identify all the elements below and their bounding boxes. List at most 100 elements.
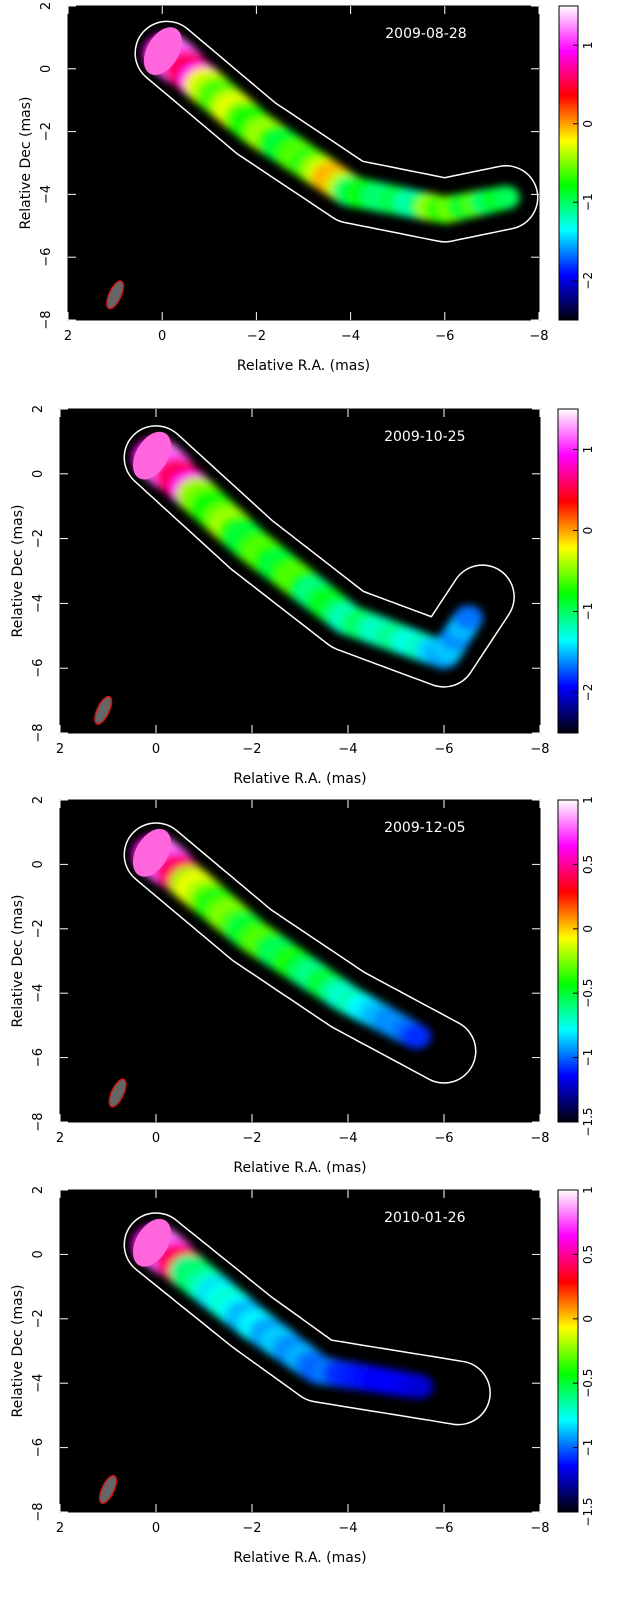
core-blob xyxy=(143,27,182,75)
plot-frame xyxy=(59,799,541,1123)
y-axis-title: Relative Dec (mas) xyxy=(10,895,26,1028)
colorbar-gradient xyxy=(557,1189,579,1513)
epoch-date-label: 2009-12-05 xyxy=(384,820,465,836)
colorbar-tick-label: −1.5 xyxy=(581,1107,595,1136)
y-tick-label: 2 xyxy=(39,2,54,10)
epoch-date-label: 2009-08-28 xyxy=(385,26,466,42)
y-tick-label: −2 xyxy=(31,919,46,938)
colorbar-tick-label: −0.5 xyxy=(581,979,595,1008)
x-tick-label: 2 xyxy=(56,742,64,757)
x-axis-title: Relative R.A. (mas) xyxy=(237,358,370,374)
colorbar-tick-label: 0 xyxy=(581,527,595,535)
colorbar-tick-label: 1 xyxy=(581,446,595,454)
colorbar-tick-label: 0.5 xyxy=(581,1245,595,1264)
x-tick-label: −8 xyxy=(529,329,548,344)
emission-blob xyxy=(401,1023,432,1049)
x-tick-label: −4 xyxy=(338,742,357,757)
colorbar-tick-label: −1.5 xyxy=(581,1497,595,1526)
colorbar-3: −1.5 −1 −0.5 0 0.5 1 xyxy=(557,796,595,1137)
y-tick-label: −6 xyxy=(31,1438,46,1457)
x-tick-label: 0 xyxy=(152,742,160,757)
jet-emission xyxy=(134,20,539,243)
beam-ellipse xyxy=(105,280,125,310)
epoch-date-label: 2010-01-26 xyxy=(384,1210,465,1226)
emission-blob xyxy=(453,605,484,631)
core-blob xyxy=(133,1218,172,1267)
map-panel-1: 2009-08-28 2 0 −2 −4 −6 −8 −8 −6 −4 −2 0 2 Relative R… xyxy=(18,2,549,374)
emission-blobs xyxy=(132,834,432,1049)
core-blob xyxy=(133,828,171,877)
x-tick-label: −8 xyxy=(530,1521,549,1536)
y-tick-label: 2 xyxy=(31,405,46,413)
y-tick-label: −8 xyxy=(31,723,46,742)
x-tick-label: −2 xyxy=(242,1521,261,1536)
colorbar-tick-label: −1 xyxy=(581,1049,595,1067)
colorbar-gradient xyxy=(557,799,579,1123)
colorbar-tick-label: −0.5 xyxy=(581,1369,595,1398)
x-tick-label: −2 xyxy=(242,742,261,757)
colorbar-tick-label: 1 xyxy=(581,1186,595,1194)
y-tick-label: −2 xyxy=(31,1309,46,1328)
x-tick-label: −2 xyxy=(242,1131,261,1146)
epoch-date-label: 2009-10-25 xyxy=(384,429,465,445)
x-axis-title: Relative R.A. (mas) xyxy=(233,1550,366,1566)
x-tick-label: −4 xyxy=(338,1131,357,1146)
x-axis-title: Relative R.A. (mas) xyxy=(233,771,366,787)
y-tick-label: 0 xyxy=(31,860,46,868)
emission-blob xyxy=(403,1373,434,1399)
y-tick-label: −4 xyxy=(31,594,46,613)
x-tick-label: −6 xyxy=(435,329,454,344)
x-tick-label: −6 xyxy=(434,1131,453,1146)
map-panel-2: 2009-10-25 2 0 −2 −4 −6 −8 −8 −6 −4 −2 0 2 Relative R… xyxy=(10,405,550,787)
colorbar-tick-label: −1 xyxy=(581,1439,595,1457)
y-tick-label: 0 xyxy=(31,1250,46,1258)
y-tick-label: −8 xyxy=(31,1502,46,1521)
x-tick-label: 2 xyxy=(56,1131,64,1146)
colorbar-gradient xyxy=(557,408,579,734)
map-panel-3: 2009-12-05 2 0 −2 −4 −6 −8 −8 −6 −4 −2 0 2 Relative R… xyxy=(10,796,550,1176)
y-tick-label: −6 xyxy=(31,659,46,678)
colorbar-gradient xyxy=(558,5,579,321)
beam-ellipse xyxy=(98,1474,118,1505)
colorbar-tick-label: 0 xyxy=(581,925,595,933)
x-tick-label: −4 xyxy=(341,329,360,344)
colorbar-tick-label: 0.5 xyxy=(581,855,595,874)
x-tick-label: −8 xyxy=(530,742,549,757)
jet-emission xyxy=(123,822,477,1084)
jet-emission xyxy=(123,425,515,688)
x-tick-label: −6 xyxy=(434,1521,453,1536)
y-axis-title: Relative Dec (mas) xyxy=(10,505,26,638)
x-tick-label: −8 xyxy=(530,1131,549,1146)
x-tick-label: −4 xyxy=(338,1521,357,1536)
y-tick-label: −8 xyxy=(39,310,54,329)
y-tick-label: −8 xyxy=(31,1112,46,1131)
colorbar-tick-label: 1 xyxy=(581,41,595,49)
y-tick-label: −2 xyxy=(31,529,46,548)
x-tick-label: 2 xyxy=(56,1521,64,1536)
emission-blob xyxy=(492,185,521,210)
colorbar-tick-label: −1 xyxy=(581,193,595,211)
colorbar-tick-label: 1 xyxy=(581,796,595,804)
plot-frame xyxy=(59,1189,541,1513)
y-tick-label: −6 xyxy=(31,1048,46,1067)
core-blob xyxy=(133,431,171,480)
colorbar-4: −1.5 −1 −0.5 0 0.5 1 xyxy=(557,1186,595,1527)
colorbar-tick-label: −2 xyxy=(581,272,595,290)
y-tick-label: 2 xyxy=(31,1186,46,1194)
x-tick-label: 0 xyxy=(158,329,166,344)
y-tick-label: 2 xyxy=(31,796,46,804)
x-tick-label: −6 xyxy=(434,742,453,757)
plot-frame xyxy=(59,408,541,734)
colorbar-tick-label: 0 xyxy=(581,1315,595,1323)
colorbar-tick-label: −1 xyxy=(581,603,595,621)
y-tick-label: 0 xyxy=(39,65,54,73)
map-panel-4: 2010-01-26 2 0 −2 −4 −6 −8 −8 −6 −4 −2 0 2 Relative R… xyxy=(10,1186,550,1566)
x-tick-label: −2 xyxy=(247,329,266,344)
beam-ellipse xyxy=(108,1078,127,1108)
colorbar-1: −2 −1 0 1 xyxy=(558,5,595,321)
y-tick-label: −2 xyxy=(39,122,54,141)
beam-ellipse xyxy=(94,695,113,725)
plot-frame xyxy=(67,5,540,321)
x-tick-label: 2 xyxy=(64,329,72,344)
